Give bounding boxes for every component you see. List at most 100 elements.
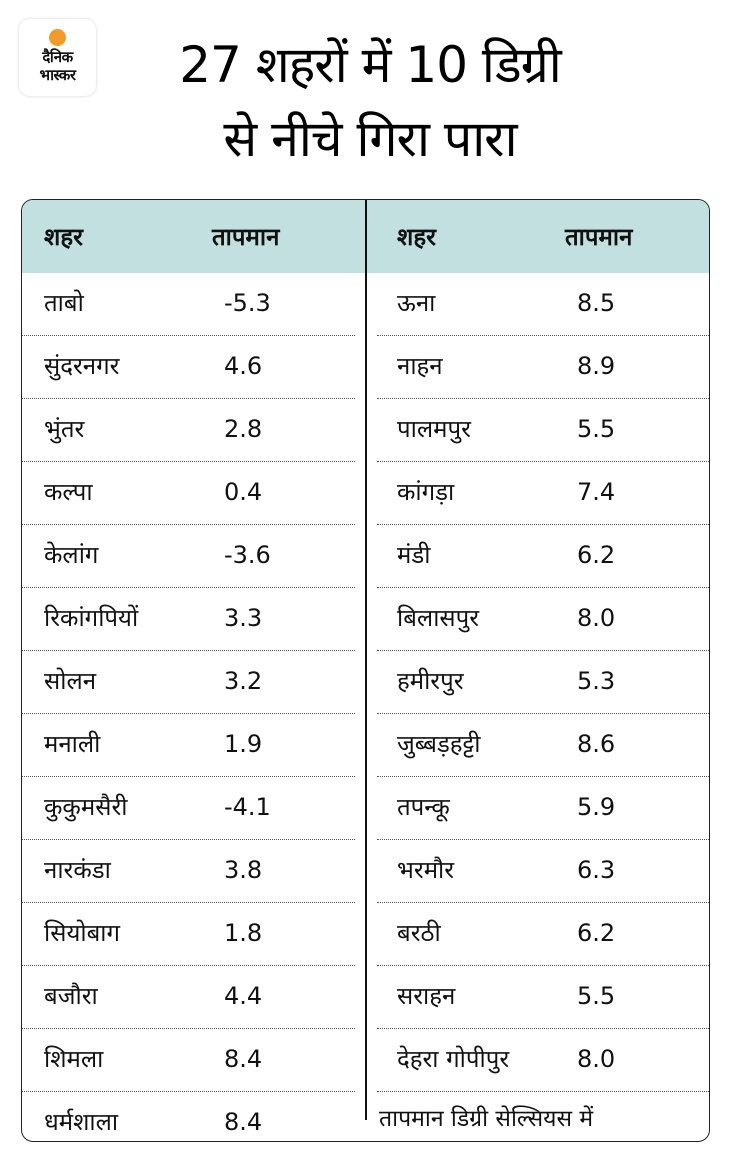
table-row: सोलन 3.2 xyxy=(22,651,355,714)
table-row: भुंतर 2.8 xyxy=(22,399,355,462)
city-name: भुंतर xyxy=(44,415,85,443)
footnote: तापमान डिग्री सेल्सियस में xyxy=(367,1092,709,1141)
temperature-value: 7.4 xyxy=(577,478,616,506)
city-name: पालमपुर xyxy=(397,415,471,443)
table-row: रिकांगपियों 3.3 xyxy=(22,588,355,651)
temperature-table: शहर तापमान ताबो -5.3 सुंदरनगर 4.6 भुंतर 2.8 कल… xyxy=(21,199,710,1142)
table-row: बरठी 6.2 xyxy=(377,903,709,966)
city-name: रिकांगपियों xyxy=(44,604,139,632)
city-name: नारकंडा xyxy=(44,856,111,884)
city-name: तपन्कू xyxy=(397,793,450,821)
table-row: ऊना 8.5 xyxy=(377,273,709,336)
footnote-text: तापमान डिग्री सेल्सियस में xyxy=(379,1106,594,1132)
header-temperature: तापमान xyxy=(565,223,633,251)
header-city: शहर xyxy=(44,223,83,251)
table-row: नारकंडा 3.8 xyxy=(22,840,355,903)
table-row: जुब्बड़हट्टी 8.6 xyxy=(377,714,709,777)
table-row: सुंदरनगर 4.6 xyxy=(22,336,355,399)
temperature-value: 8.9 xyxy=(577,352,616,380)
table-row: धर्मशाला 8.4 xyxy=(22,1092,355,1141)
city-name: सियोबाग xyxy=(44,919,121,947)
temperature-value: 5.3 xyxy=(577,667,616,695)
table-header: शहर तापमान xyxy=(367,200,709,273)
city-name: बजौरा xyxy=(44,982,98,1010)
temperature-value: 3.2 xyxy=(224,667,263,695)
logo-text-line1: दैनिक xyxy=(42,48,73,66)
temperature-value: -4.1 xyxy=(224,793,271,821)
title-line1: 27 शहरों में 10 डिग्री xyxy=(179,36,562,94)
city-name: भरमौर xyxy=(397,856,455,884)
temperature-value: 6.2 xyxy=(577,541,616,569)
temperature-value: 4.4 xyxy=(224,982,263,1010)
header-city: शहर xyxy=(397,223,436,251)
table-row: कल्पा 0.4 xyxy=(22,462,355,525)
temperature-value: 3.8 xyxy=(224,856,263,884)
table-row: सियोबाग 1.8 xyxy=(22,903,355,966)
city-name: शिमला xyxy=(44,1045,104,1073)
temperature-value: -3.6 xyxy=(224,541,271,569)
title-line2: से नीचे गिरा पारा xyxy=(223,110,517,168)
table-row: सराहन 5.5 xyxy=(377,966,709,1029)
table-row: पालमपुर 5.5 xyxy=(377,399,709,462)
city-name: सोलन xyxy=(44,667,97,695)
temperature-value: 6.3 xyxy=(577,856,616,884)
table-row: मनाली 1.9 xyxy=(22,714,355,777)
table-left-half: शहर तापमान ताबो -5.3 सुंदरनगर 4.6 भुंतर 2.8 कल… xyxy=(22,200,365,1141)
city-name: नाहन xyxy=(397,352,443,380)
temperature-value: 8.4 xyxy=(224,1108,263,1136)
table-right-half: शहर तापमान ऊना 8.5 नाहन 8.9 पालमपुर 5.5 कांगड़… xyxy=(367,200,709,1141)
temperature-value: 6.2 xyxy=(577,919,616,947)
city-name: सुंदरनगर xyxy=(44,352,120,380)
table-row: नाहन 8.9 xyxy=(377,336,709,399)
table-row: ताबो -5.3 xyxy=(22,273,355,336)
city-name: देहरा गोपीपुर xyxy=(397,1045,510,1073)
header-temperature: तापमान xyxy=(212,223,280,251)
temperature-value: 1.8 xyxy=(224,919,263,947)
temperature-value: 8.5 xyxy=(577,289,616,317)
table-row: बिलासपुर 8.0 xyxy=(377,588,709,651)
page-title: 27 शहरों में 10 डिग्री से नीचे गिरा पारा xyxy=(110,28,630,176)
city-name: कुकुमसैरी xyxy=(44,793,128,821)
column-divider xyxy=(365,200,367,1120)
temperature-value: 3.3 xyxy=(224,604,263,632)
temperature-value: 2.8 xyxy=(224,415,263,443)
city-name: जुब्बड़हट्टी xyxy=(397,730,481,758)
temperature-value: 4.6 xyxy=(224,352,263,380)
sun-icon xyxy=(49,29,66,46)
city-name: ऊना xyxy=(397,289,436,317)
city-name: ताबो xyxy=(44,289,84,317)
city-name: सराहन xyxy=(397,982,456,1010)
city-name: हमीरपुर xyxy=(397,667,464,695)
temperature-value: 5.9 xyxy=(577,793,616,821)
city-name: धर्मशाला xyxy=(44,1108,119,1136)
table-header: शहर तापमान xyxy=(22,200,365,273)
temperature-value: -5.3 xyxy=(224,289,271,317)
city-name: कांगड़ा xyxy=(397,478,455,506)
table-row: कांगड़ा 7.4 xyxy=(377,462,709,525)
temperature-value: 1.9 xyxy=(224,730,263,758)
table-row: तपन्कू 5.9 xyxy=(377,777,709,840)
table-row: केलांग -3.6 xyxy=(22,525,355,588)
city-name: बिलासपुर xyxy=(397,604,480,632)
temperature-value: 8.6 xyxy=(577,730,616,758)
temperature-value: 0.4 xyxy=(224,478,263,506)
table-row: मंडी 6.2 xyxy=(377,525,709,588)
temperature-value: 5.5 xyxy=(577,415,616,443)
table-row: देहरा गोपीपुर 8.0 xyxy=(377,1029,709,1092)
table-row: शिमला 8.4 xyxy=(22,1029,355,1092)
logo-text-line2: भास्कर xyxy=(39,66,76,84)
temperature-value: 5.5 xyxy=(577,982,616,1010)
table-row: कुकुमसैरी -4.1 xyxy=(22,777,355,840)
table-row: बजौरा 4.4 xyxy=(22,966,355,1029)
city-name: केलांग xyxy=(44,541,99,569)
dainik-bhaskar-logo: दैनिक भास्कर xyxy=(19,19,96,96)
city-name: मनाली xyxy=(44,730,101,758)
city-name: कल्पा xyxy=(44,478,93,506)
table-row: भरमौर 6.3 xyxy=(377,840,709,903)
temperature-value: 8.0 xyxy=(577,604,616,632)
city-name: बरठी xyxy=(397,919,441,947)
temperature-value: 8.0 xyxy=(577,1045,616,1073)
city-name: मंडी xyxy=(397,541,431,569)
table-row: हमीरपुर 5.3 xyxy=(377,651,709,714)
temperature-value: 8.4 xyxy=(224,1045,263,1073)
